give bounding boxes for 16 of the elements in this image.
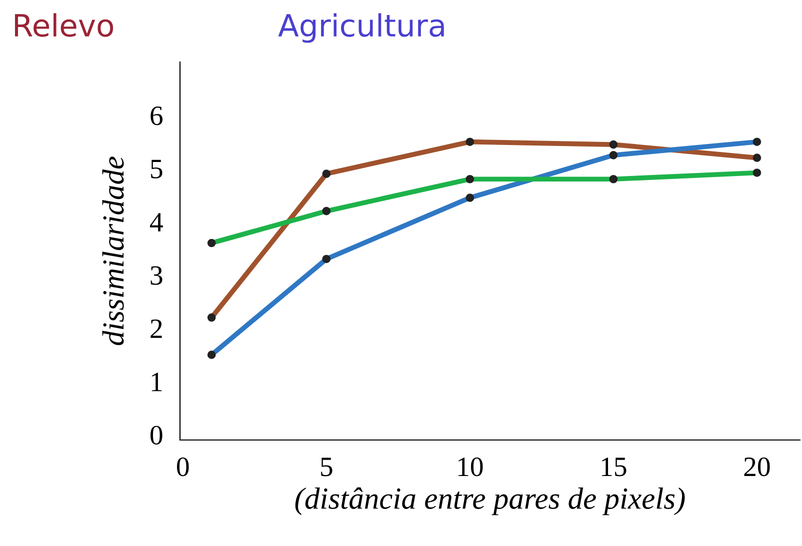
chart-title: Relevo [15,13,114,37]
x-axis-title: (distância entre pares de pixels) [295,487,685,516]
x-tick-label: 5 [321,458,332,476]
chart-subtitle: Agricultura [278,13,444,43]
y-tick-label: 5 [151,160,162,178]
x-tick-label: 0 [176,457,189,476]
x-tick-label: 10 [458,457,483,476]
y-tick-label: 3 [150,266,162,285]
y-tick-label: 1 [152,372,162,392]
y-tick-label: 0 [150,426,162,445]
y-tick-label: 2 [150,319,162,338]
y-axis-title: dissimilaridade [102,156,124,346]
y-tick-label: 6 [150,106,163,126]
x-tick-label: 20 [744,457,770,476]
x-tick-label: 15 [602,458,626,476]
y-tick-label: 4 [150,213,163,232]
